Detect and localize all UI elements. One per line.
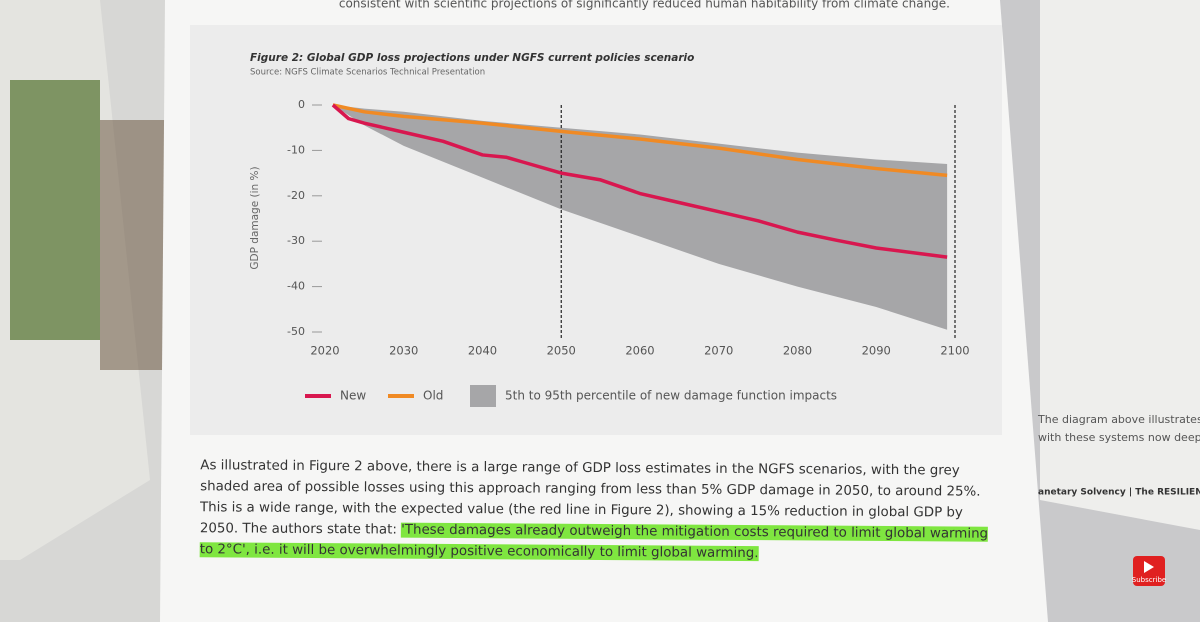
photo-roots	[100, 120, 170, 370]
percentile-band	[332, 105, 948, 330]
legend-label: New	[340, 389, 366, 403]
y-tick-label: -10	[287, 143, 305, 156]
x-tick-label: 2100	[940, 344, 969, 358]
x-tick-label: 2070	[704, 344, 733, 358]
y-tick-label: -40	[287, 280, 305, 293]
legend-label: Old	[423, 389, 443, 403]
chart-title: Figure 2: Global GDP loss projections un…	[250, 52, 694, 64]
x-tick-label: 2020	[310, 344, 339, 358]
legend-label: 5th to 95th percentile of new damage fun…	[505, 389, 837, 403]
right-page	[1040, 0, 1200, 530]
play-icon	[1144, 561, 1154, 573]
top-line: consistent with scientific projections o…	[339, 0, 950, 11]
series-line	[331, 103, 948, 259]
y-tick-label: 0	[298, 98, 305, 111]
side-text: with these systems now deepl	[1038, 431, 1200, 444]
chart-subtitle: Source: NGFS Climate Scenarios Technical…	[250, 68, 485, 78]
x-tick-label: 2090	[862, 344, 891, 358]
x-tick-label: 2030	[389, 344, 418, 358]
x-tick-label: 2080	[783, 344, 812, 358]
series-line	[332, 103, 948, 178]
side-text: The diagram above illustrates	[1037, 413, 1200, 426]
y-tick-label: -20	[287, 189, 305, 202]
subscribe-label[interactable]: Subscribe	[1132, 576, 1166, 584]
x-tick-label: 2060	[625, 344, 654, 358]
side-text: anetary Solvency | The RESILIENCE prin	[1038, 488, 1200, 498]
x-tick-label: 2050	[547, 344, 576, 358]
x-tick-label: 2040	[468, 344, 497, 358]
y-tick-label: -50	[287, 325, 305, 338]
subscribe-button[interactable]	[1133, 556, 1165, 586]
y-axis-label: GDP damage (in %)	[249, 166, 261, 269]
photo-trees	[10, 80, 100, 340]
y-tick-label: -30	[287, 234, 305, 247]
legend-swatch	[470, 385, 496, 407]
paragraph: As illustrated in Figure 2 above, there …	[199, 455, 1001, 566]
